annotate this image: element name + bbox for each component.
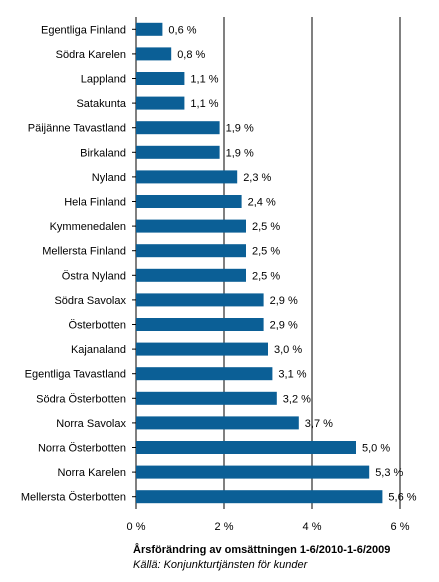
data-label: 2,9 % <box>270 320 298 332</box>
category-label: Egentliga Tavastland <box>25 369 126 381</box>
bar <box>136 72 185 85</box>
bar <box>136 318 264 331</box>
data-label: 1,9 % <box>226 123 254 135</box>
category-label: Norra Österbotten <box>38 443 126 455</box>
bars <box>136 22 383 504</box>
x-tick-label: 0 % <box>127 521 146 533</box>
source-note: Källä: Konjunkturtjänsten för kunder <box>133 559 308 571</box>
bar <box>136 293 264 307</box>
x-tick-label: 4 % <box>303 521 322 533</box>
category-label: Norra Karelen <box>58 467 126 479</box>
bar <box>136 391 277 405</box>
bar <box>136 96 185 110</box>
bar <box>136 219 246 233</box>
category-label: Österbotten <box>69 320 126 332</box>
data-label: 5,3 % <box>375 467 403 479</box>
category-label: Hela Finland <box>64 197 126 209</box>
data-label: 3,0 % <box>274 344 302 356</box>
bar <box>136 490 383 504</box>
bar <box>136 465 370 479</box>
category-label: Birkaland <box>80 147 126 159</box>
bar <box>136 22 163 36</box>
category-label: Lappland <box>81 74 126 86</box>
data-label: 3,1 % <box>278 369 306 381</box>
bar <box>136 195 242 208</box>
data-label: 1,1 % <box>190 98 218 110</box>
bar <box>136 441 356 454</box>
category-label: Mellersta Finland <box>42 246 126 258</box>
data-label: 2,4 % <box>248 197 276 209</box>
category-label: Egentliga Finland <box>41 24 126 36</box>
gridlines <box>132 17 401 509</box>
data-label: 0,6 % <box>168 24 196 36</box>
category-label: Östra Nyland <box>62 270 126 282</box>
category-label: Södra Savolax <box>54 295 126 307</box>
category-label: Norra Savolax <box>56 418 126 430</box>
x-tick-labels: 0 % 2 % 4 % 6 % <box>127 521 410 533</box>
bar <box>136 145 220 159</box>
category-label: Satakunta <box>76 98 126 110</box>
category-label: Södra Österbotten <box>36 393 126 405</box>
bar <box>136 170 238 184</box>
category-label: Päijänne Tavastland <box>28 123 126 135</box>
bar <box>136 268 246 282</box>
bar <box>136 367 273 381</box>
bar <box>136 416 299 430</box>
data-label: 2,5 % <box>252 270 280 282</box>
data-label: 2,5 % <box>252 246 280 258</box>
category-labels: Egentliga Finland Södra Karelen Lappland Sa… <box>21 24 127 503</box>
x-tick-label: 2 % <box>215 521 234 533</box>
category-label: Mellersta Österbotten <box>21 492 126 504</box>
data-label: 2,9 % <box>270 295 298 307</box>
bar <box>136 121 220 135</box>
category-label: Södra Karelen <box>56 49 126 61</box>
category-label: Nyland <box>92 172 126 184</box>
bar-chart: Egentliga Finland Södra Karelen Lappland Sa… <box>21 17 417 533</box>
bar <box>136 342 268 356</box>
category-label: Kymmenedalen <box>50 221 126 233</box>
data-label: 2,5 % <box>252 221 280 233</box>
data-label: 2,3 % <box>243 172 271 184</box>
category-label: Kajanaland <box>71 344 126 356</box>
data-label: 5,0 % <box>362 443 390 455</box>
x-axis-title: Årsförändring av omsättningen 1-6/2010-1… <box>133 544 391 556</box>
data-label: 5,6 % <box>388 492 416 504</box>
x-tick-label: 6 % <box>391 521 410 533</box>
data-labels: 0,6 % 0,8 % 1,1 % 1,1 % 1,9 % 1,9 % 2,3 % 2,4 %… <box>168 24 416 503</box>
data-label: 1,1 % <box>190 74 218 86</box>
data-label: 3,7 % <box>305 418 333 430</box>
bar <box>136 244 246 258</box>
data-label: 3,2 % <box>283 393 311 405</box>
data-label: 1,9 % <box>226 147 254 159</box>
bar <box>136 47 172 61</box>
data-label: 0,8 % <box>177 49 205 61</box>
